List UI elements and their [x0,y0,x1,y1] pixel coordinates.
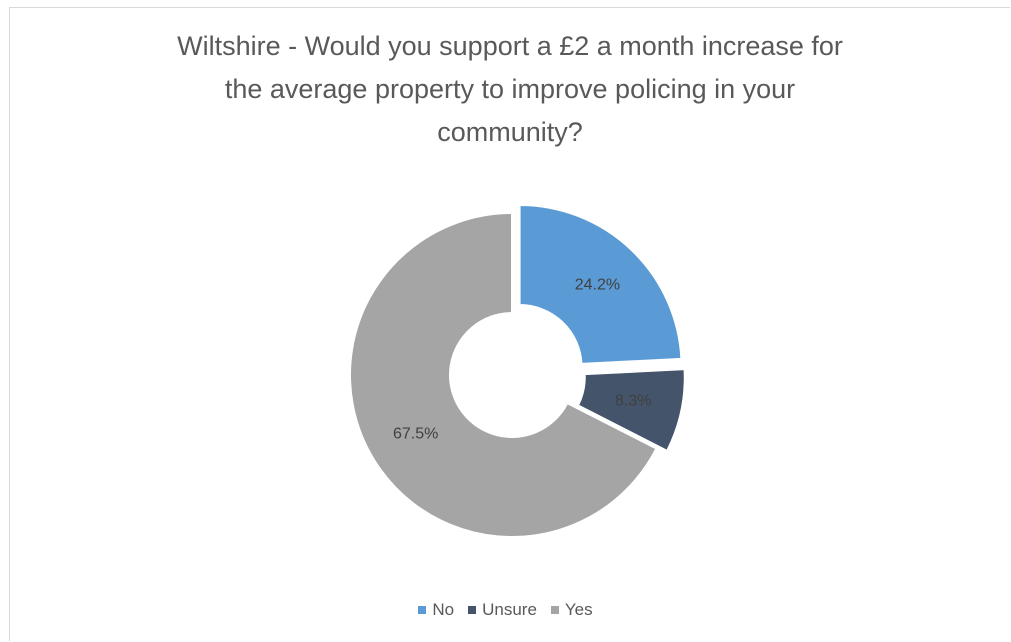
legend-item-unsure: Unsure [468,600,537,620]
legend-label-unsure: Unsure [482,600,537,619]
data-label-unsure: 8.3% [615,392,651,409]
legend-swatch-unsure [468,606,477,614]
legend-label-no: No [432,600,455,619]
chart-title-line-3: community? [437,117,583,147]
chart-title-line-2: the average property to improve policing… [224,74,796,104]
slice-yes [349,211,658,538]
legend-label-yes: Yes [564,600,593,619]
data-label-yes: 67.5% [393,426,438,443]
chart-title: Wiltshire - Would you support a £2 a mon… [60,25,960,154]
legend-swatch-no [418,606,427,614]
legend-item-yes: Yes [550,600,593,620]
slice-unsure [576,368,686,453]
data-label-no: 24.2% [575,277,620,294]
legend-swatch-yes [550,606,559,614]
chart-title-line-1: Wiltshire - Would you support a £2 a mon… [177,31,843,61]
legend: No Unsure Yes [0,600,1011,620]
legend-item-no: No [418,600,454,620]
slice-no [518,204,683,365]
